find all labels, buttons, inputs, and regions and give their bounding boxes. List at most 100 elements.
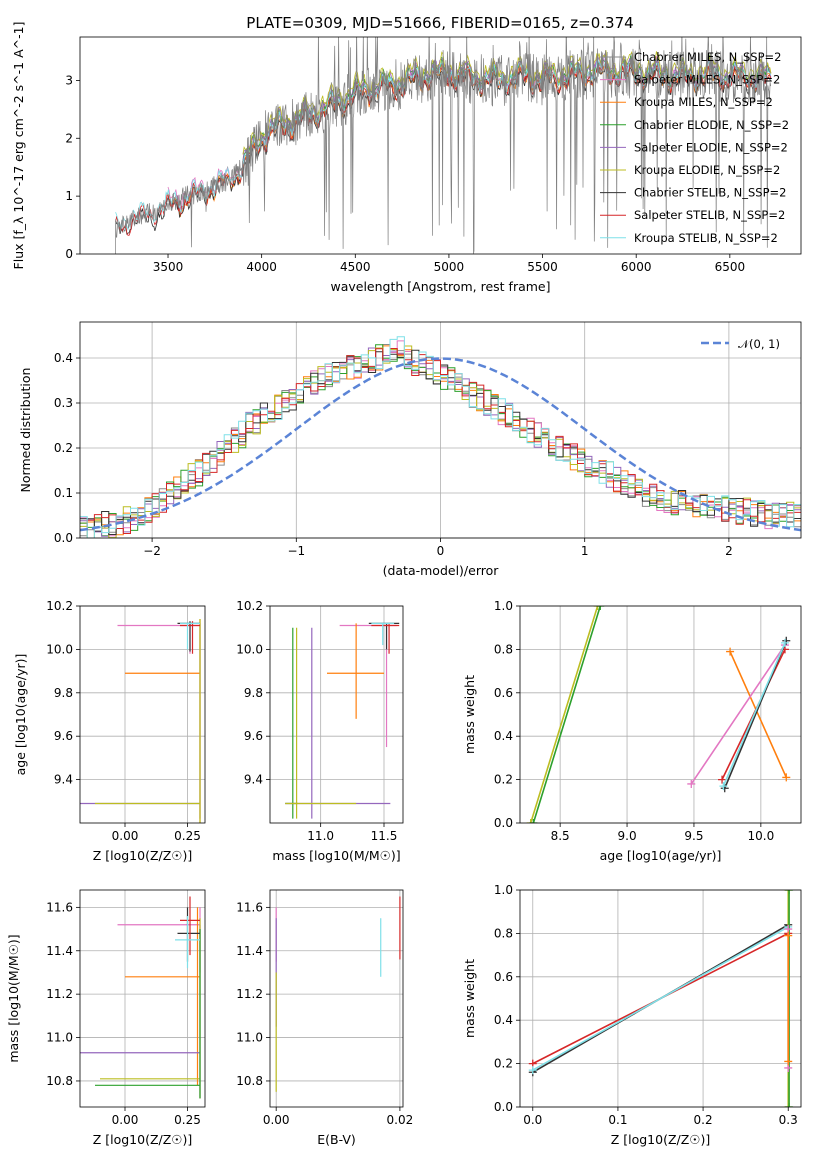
axes-frame [519, 605, 802, 824]
legend-label: Salpeter MILES, N_SSP=2 [634, 73, 780, 87]
axes: 0.00 0.02 10.8 11.0 11.2 11.4 11.6 E(B-V) [236, 889, 413, 1147]
axes: 8.5 9.0 9.5 10.0 0.0 0.2 0.4 0.6 0.8 1.0 age [log1… [462, 599, 802, 863]
y-tick-label: 10.2 [46, 599, 73, 613]
residuals-legend: 𝒩(0, 1) [701, 337, 780, 351]
z-age-panel: 0.00 0.25 9.4 9.6 9.8 10.0 10.2 Z [log10(Z/Z☉)]… [13, 599, 206, 863]
x-axis-label: wavelength [Angstrom, rest frame] [330, 279, 550, 294]
x-tick-label: 0.00 [263, 1113, 290, 1127]
legend-label: Kroupa STELIB, N_SSP=2 [634, 231, 778, 245]
plot-area [528, 890, 794, 1107]
y-tick-label: 0.2 [494, 1057, 513, 1071]
plot-area [526, 606, 791, 823]
x-tick-label: 4500 [340, 260, 371, 274]
y-tick-label: 0.0 [494, 816, 513, 830]
y-tick-label: 0.3 [54, 396, 73, 410]
axes-frame [79, 321, 802, 539]
x-tick-label: 0.25 [174, 829, 201, 843]
x-tick-label: 6500 [715, 260, 746, 274]
x-tick-label: 11.5 [371, 829, 398, 843]
mass-weight-marker [529, 819, 538, 823]
y-axis-label: Normed distribution [18, 368, 33, 493]
residuals-panel: −2 −1 0 1 2 0.0 0.1 0.2 0.3 0.4 (data-model)/error… [18, 321, 802, 578]
y-axis-label: mass [log10(M/M☉)] [6, 934, 21, 1062]
y-tick-label: 11.0 [236, 1031, 263, 1045]
axes-frame [79, 889, 206, 1108]
mass-weight-marker [593, 606, 602, 610]
mass-weight-marker [784, 931, 793, 940]
x-tick-label: −1 [287, 544, 305, 558]
mass-weight-line [529, 606, 599, 823]
mass-weight-marker [784, 890, 793, 894]
plot-area [285, 622, 400, 819]
axes: 11.0 11.5 9.4 9.6 9.8 10.0 10.2 mass [log10(M/M… [236, 599, 404, 863]
grid-lines [270, 890, 403, 1107]
x-axis-label: Z [log10(Z/Z☉)] [93, 1132, 193, 1147]
mass-weight-marker [785, 1103, 794, 1107]
y-tick-label: 10.8 [236, 1074, 263, 1088]
ebv-mass-panel: 0.00 0.02 10.8 11.0 11.2 11.4 11.6 E(B-V) [236, 889, 413, 1147]
legend-label: 𝒩(0, 1) [738, 337, 780, 351]
mass-weight-marker [528, 1066, 537, 1075]
axes-frame [269, 605, 404, 824]
legend-label: Kroupa MILES, N_SSP=2 [634, 95, 773, 109]
mass-weight-marker [726, 647, 735, 656]
mass-weight-line [690, 644, 786, 785]
x-tick-label: 9.0 [618, 829, 637, 843]
mass-weight-marker [782, 773, 791, 782]
plot-area [80, 619, 201, 823]
y-tick-label: 0.4 [494, 729, 513, 743]
mass-weight-marker [784, 1057, 793, 1066]
mass-weight-marker [780, 638, 789, 647]
mass-weight-marker [784, 1103, 793, 1107]
x-tick-label: 3500 [153, 260, 184, 274]
x-tick-label: 6000 [621, 260, 652, 274]
axes: 3500 4000 4500 5000 5500 6000 6500 0 1 2 3 waveleng… [11, 22, 802, 294]
y-tick-label: 0.8 [494, 926, 513, 940]
x-tick-label: 2 [725, 544, 733, 558]
x-tick-label: 0 [437, 544, 445, 558]
gaussian-reference-curve [80, 357, 801, 532]
y-tick-label: 3 [65, 73, 73, 87]
y-tick-label: 9.6 [244, 729, 263, 743]
x-axis-label: mass [log10(M/M☉)] [272, 848, 400, 863]
plot-area [115, 37, 772, 254]
axes: 0.00 0.25 9.4 9.6 9.8 10.0 10.2 Z [log10(Z/Z☉)]… [13, 599, 206, 863]
y-tick-label: 11.4 [236, 944, 263, 958]
y-tick-label: 9.8 [54, 686, 73, 700]
residual-histogram [80, 336, 801, 538]
y-tick-label: 9.6 [54, 729, 73, 743]
legend-label: Chabrier MILES, N_SSP=2 [634, 50, 781, 64]
y-tick-label: 11.2 [236, 987, 263, 1001]
x-axis-label: (data-model)/error [383, 563, 500, 578]
y-tick-label: 0.8 [494, 642, 513, 656]
y-tick-label: 10.0 [236, 642, 263, 656]
y-axis-label: age [log10(age/yr)] [13, 654, 28, 776]
y-axis-label: mass weight [462, 675, 477, 754]
mass-weight-marker [785, 890, 794, 894]
x-tick-label: 0.25 [174, 1113, 201, 1127]
x-tick-label: 0.2 [694, 1113, 713, 1127]
axes-frame [79, 36, 802, 255]
y-tick-label: 0.4 [54, 351, 73, 365]
mass-weight-marker [718, 775, 727, 784]
x-tick-label: 5500 [527, 260, 558, 274]
legend-label: Chabrier STELIB, N_SSP=2 [634, 186, 786, 200]
y-tick-label: 11.2 [46, 987, 73, 1001]
mass-age-panel: 11.0 11.5 9.4 9.6 9.8 10.0 10.2 mass [log10(M/M… [236, 599, 404, 863]
x-tick-label: 0.00 [112, 1113, 139, 1127]
y-tick-label: 9.4 [54, 773, 73, 787]
y-tick-label: 0.6 [494, 970, 513, 984]
observed-spectrum-line [115, 37, 772, 254]
legend-label: Kroupa ELODIE, N_SSP=2 [634, 163, 780, 177]
x-axis-label: age [log10(age/yr)] [600, 848, 722, 863]
y-tick-label: 0.1 [54, 486, 73, 500]
x-tick-label: 1 [581, 544, 589, 558]
spectrum-legend: Chabrier MILES, N_SSP=2 Salpeter MILES, N… [600, 50, 789, 245]
x-axis-label: E(B-V) [317, 1132, 356, 1147]
y-tick-label: 9.4 [244, 773, 263, 787]
y-tick-label: 9.8 [244, 686, 263, 700]
x-tick-label: 10.0 [747, 829, 774, 843]
y-tick-label: 0.2 [54, 441, 73, 455]
plot-area [80, 336, 801, 538]
